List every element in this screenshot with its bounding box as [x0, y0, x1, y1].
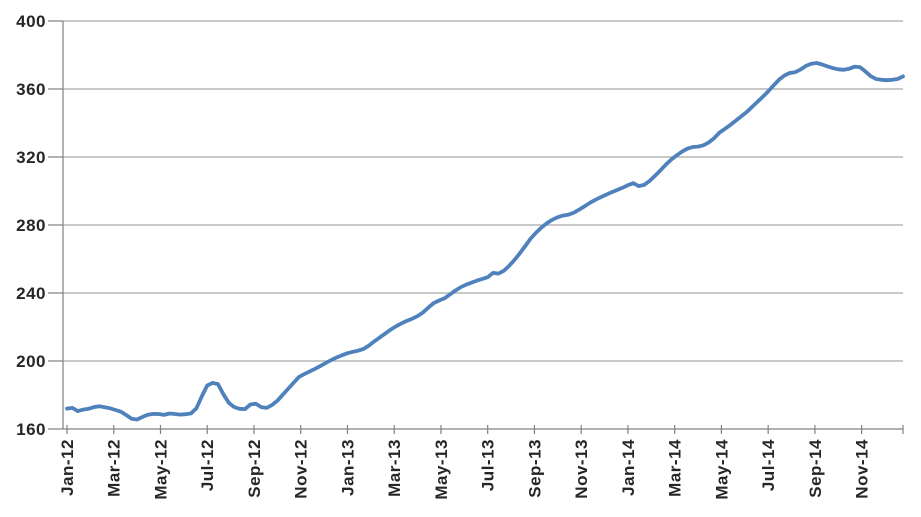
x-axis-label: Mar-12: [105, 439, 124, 497]
x-axis-label: Sep-13: [525, 439, 544, 498]
y-axis-label: 320: [16, 148, 46, 167]
x-axis-label: Jul-13: [479, 439, 498, 491]
x-axis-label: Nov-12: [292, 439, 311, 499]
x-axis-label: Jul-12: [198, 439, 217, 491]
y-axis-label: 160: [16, 420, 46, 439]
x-axis-label: May-13: [432, 439, 451, 500]
x-axis-label: May-12: [151, 439, 170, 500]
y-axis-label: 360: [16, 80, 46, 99]
x-axis-label: Sep-14: [806, 439, 825, 498]
y-axis-label: 400: [16, 12, 46, 31]
x-axis-label: Mar-14: [666, 439, 685, 497]
y-axis-label: 240: [16, 284, 46, 303]
y-axis-label: 280: [16, 216, 46, 235]
x-axis-label: Jan-12: [58, 439, 77, 496]
x-axis-label: Jan-14: [619, 439, 638, 496]
y-axis-label: 200: [16, 352, 46, 371]
x-axis-label: Jul-14: [759, 439, 778, 491]
x-axis-label: Nov-13: [572, 439, 591, 499]
x-axis-label: Nov-14: [853, 439, 872, 499]
x-axis-label: May-14: [712, 439, 731, 500]
x-axis-label: Jan-13: [338, 439, 357, 496]
x-axis-label: Sep-12: [245, 439, 264, 498]
series-line: [65, 61, 905, 422]
x-axis-label: Mar-13: [385, 439, 404, 497]
